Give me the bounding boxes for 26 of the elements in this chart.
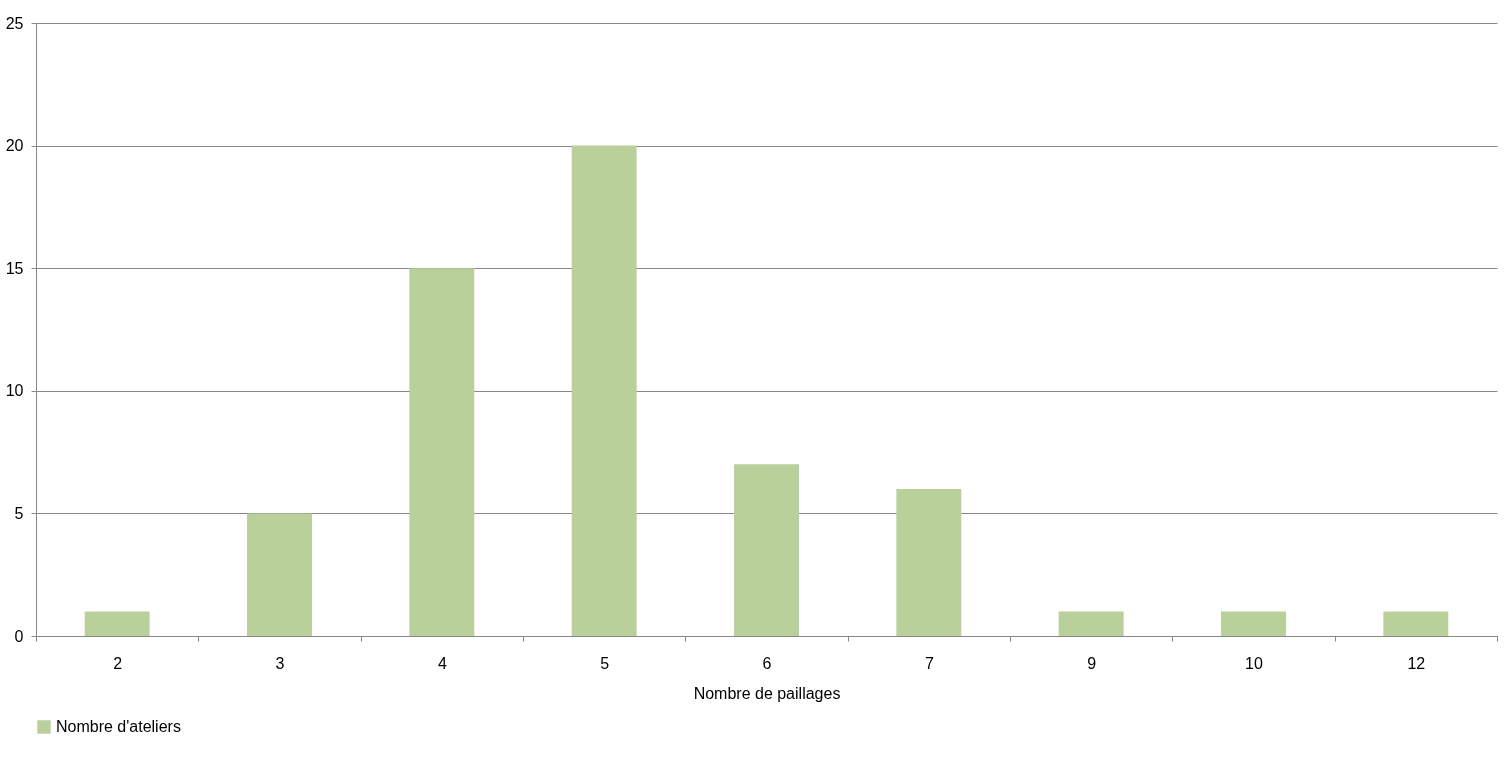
- x-tick-label: 2: [113, 654, 123, 672]
- x-axis-title: Nombre de paillages: [693, 684, 841, 702]
- y-tick-label: 15: [5, 259, 24, 277]
- x-tick-label: 12: [1407, 654, 1426, 672]
- y-tick-label: 25: [5, 14, 24, 32]
- y-tick-label: 5: [14, 504, 24, 522]
- bar: [571, 145, 637, 636]
- x-tick-label: 4: [437, 654, 447, 672]
- legend-label: Nombre d'ateliers: [56, 718, 181, 735]
- y-tick-label: 10: [5, 382, 24, 400]
- bar: [1221, 611, 1286, 636]
- bar: [247, 513, 312, 636]
- bar: [1383, 611, 1449, 636]
- x-tick-label: 3: [275, 654, 285, 672]
- x-tick-label: 9: [1087, 654, 1097, 672]
- bar: [84, 611, 150, 636]
- x-tick-label: 5: [600, 654, 610, 672]
- bar: [1058, 611, 1124, 636]
- bar: [734, 464, 799, 636]
- bar: [409, 268, 475, 636]
- y-tick-label: 0: [14, 627, 24, 645]
- x-tick-label: 10: [1245, 654, 1263, 672]
- x-tick-label: 7: [924, 654, 934, 672]
- x-tick-label: 6: [762, 654, 772, 672]
- y-tick-label: 20: [5, 137, 24, 155]
- bar: [896, 488, 962, 636]
